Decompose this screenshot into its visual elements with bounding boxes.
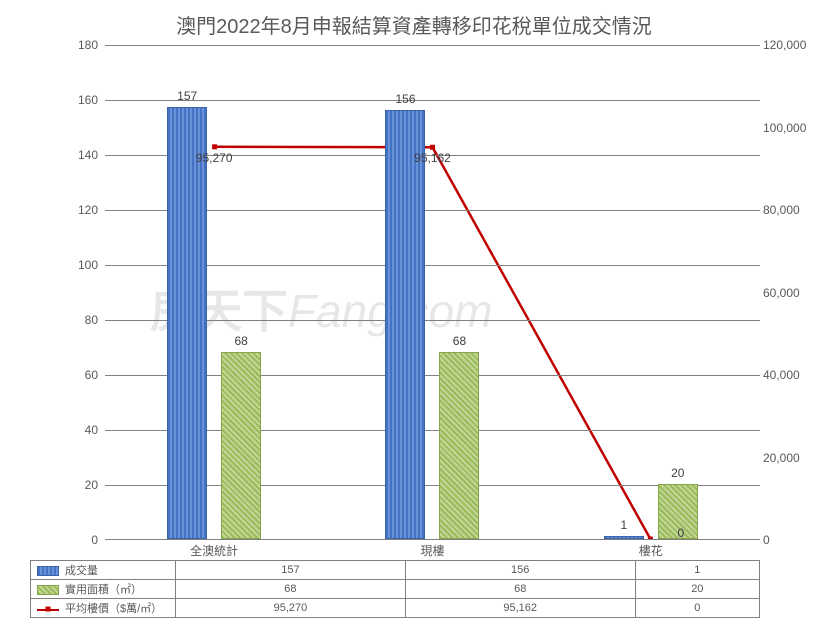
y-right-tick-label: 60,000 bbox=[763, 286, 813, 300]
table-row: 成交量 157 156 1 bbox=[31, 561, 760, 580]
plot-area: 房天下Fang.com 15768全澳統計95,27015668現樓95,162… bbox=[105, 45, 760, 540]
y-right-tick-label: 120,000 bbox=[763, 38, 813, 52]
cell: 95,162 bbox=[405, 599, 635, 618]
legend-area: 實用面積（㎡） bbox=[31, 580, 176, 599]
y-left-tick-label: 0 bbox=[58, 533, 98, 547]
y-left-tick-label: 120 bbox=[58, 203, 98, 217]
volume-bar bbox=[167, 107, 207, 539]
area-value-label: 20 bbox=[671, 466, 684, 480]
y-left-tick-label: 80 bbox=[58, 313, 98, 327]
volume-value-label: 157 bbox=[177, 89, 197, 103]
cell: 20 bbox=[635, 580, 759, 599]
volume-value-label: 156 bbox=[395, 92, 415, 106]
y-left-tick-label: 100 bbox=[58, 258, 98, 272]
y-left-tick-label: 40 bbox=[58, 423, 98, 437]
volume-swatch bbox=[37, 566, 59, 576]
y-right-tick-label: 20,000 bbox=[763, 451, 813, 465]
category-group: 120樓花 bbox=[542, 45, 760, 539]
area-value-label: 68 bbox=[234, 334, 247, 348]
table-row: 平均樓價（$萬/㎡） 95,270 95,162 0 bbox=[31, 599, 760, 618]
cell: 0 bbox=[635, 599, 759, 618]
y-right-tick-label: 100,000 bbox=[763, 121, 813, 135]
cell: 95,270 bbox=[176, 599, 406, 618]
y-left-tick-label: 60 bbox=[58, 368, 98, 382]
price-value-label: 0 bbox=[677, 526, 684, 540]
cell: 68 bbox=[176, 580, 406, 599]
price-value-label: 95,162 bbox=[414, 151, 451, 165]
y-left-tick-label: 180 bbox=[58, 38, 98, 52]
legend-volume: 成交量 bbox=[31, 561, 176, 580]
category-label: 現樓 bbox=[420, 542, 444, 559]
category-label: 全澳統計 bbox=[190, 542, 238, 559]
chart-title: 澳門2022年8月申報結算資產轉移印花稅單位成交情況 bbox=[0, 10, 828, 39]
price-value-label: 95,270 bbox=[196, 151, 233, 165]
legend-price: 平均樓價（$萬/㎡） bbox=[31, 599, 176, 618]
volume-bar bbox=[604, 536, 644, 539]
volume-value-label: 1 bbox=[620, 518, 627, 532]
y-right-tick-label: 0 bbox=[763, 533, 813, 547]
chart-container: 澳門2022年8月申報結算資產轉移印花稅單位成交情況 房天下Fang.com 1… bbox=[0, 0, 828, 635]
cell: 68 bbox=[405, 580, 635, 599]
y-right-tick-label: 80,000 bbox=[763, 203, 813, 217]
table-row: 實用面積（㎡） 68 68 20 bbox=[31, 580, 760, 599]
volume-bar bbox=[385, 110, 425, 539]
y-left-tick-label: 140 bbox=[58, 148, 98, 162]
category-group: 15668現樓 bbox=[323, 45, 541, 539]
y-right-tick-label: 40,000 bbox=[763, 368, 813, 382]
category-group: 15768全澳統計 bbox=[105, 45, 323, 539]
area-swatch bbox=[37, 585, 59, 595]
category-label: 樓花 bbox=[639, 542, 663, 559]
area-value-label: 68 bbox=[453, 334, 466, 348]
cell: 156 bbox=[405, 561, 635, 580]
area-bar bbox=[221, 352, 261, 539]
y-left-tick-label: 160 bbox=[58, 93, 98, 107]
y-left-tick-label: 20 bbox=[58, 478, 98, 492]
cell: 1 bbox=[635, 561, 759, 580]
area-bar bbox=[439, 352, 479, 539]
cell: 157 bbox=[176, 561, 406, 580]
price-swatch bbox=[37, 604, 59, 614]
legend-data-table: 成交量 157 156 1 實用面積（㎡） 68 68 20 平均樓價（$萬/㎡… bbox=[30, 560, 760, 618]
